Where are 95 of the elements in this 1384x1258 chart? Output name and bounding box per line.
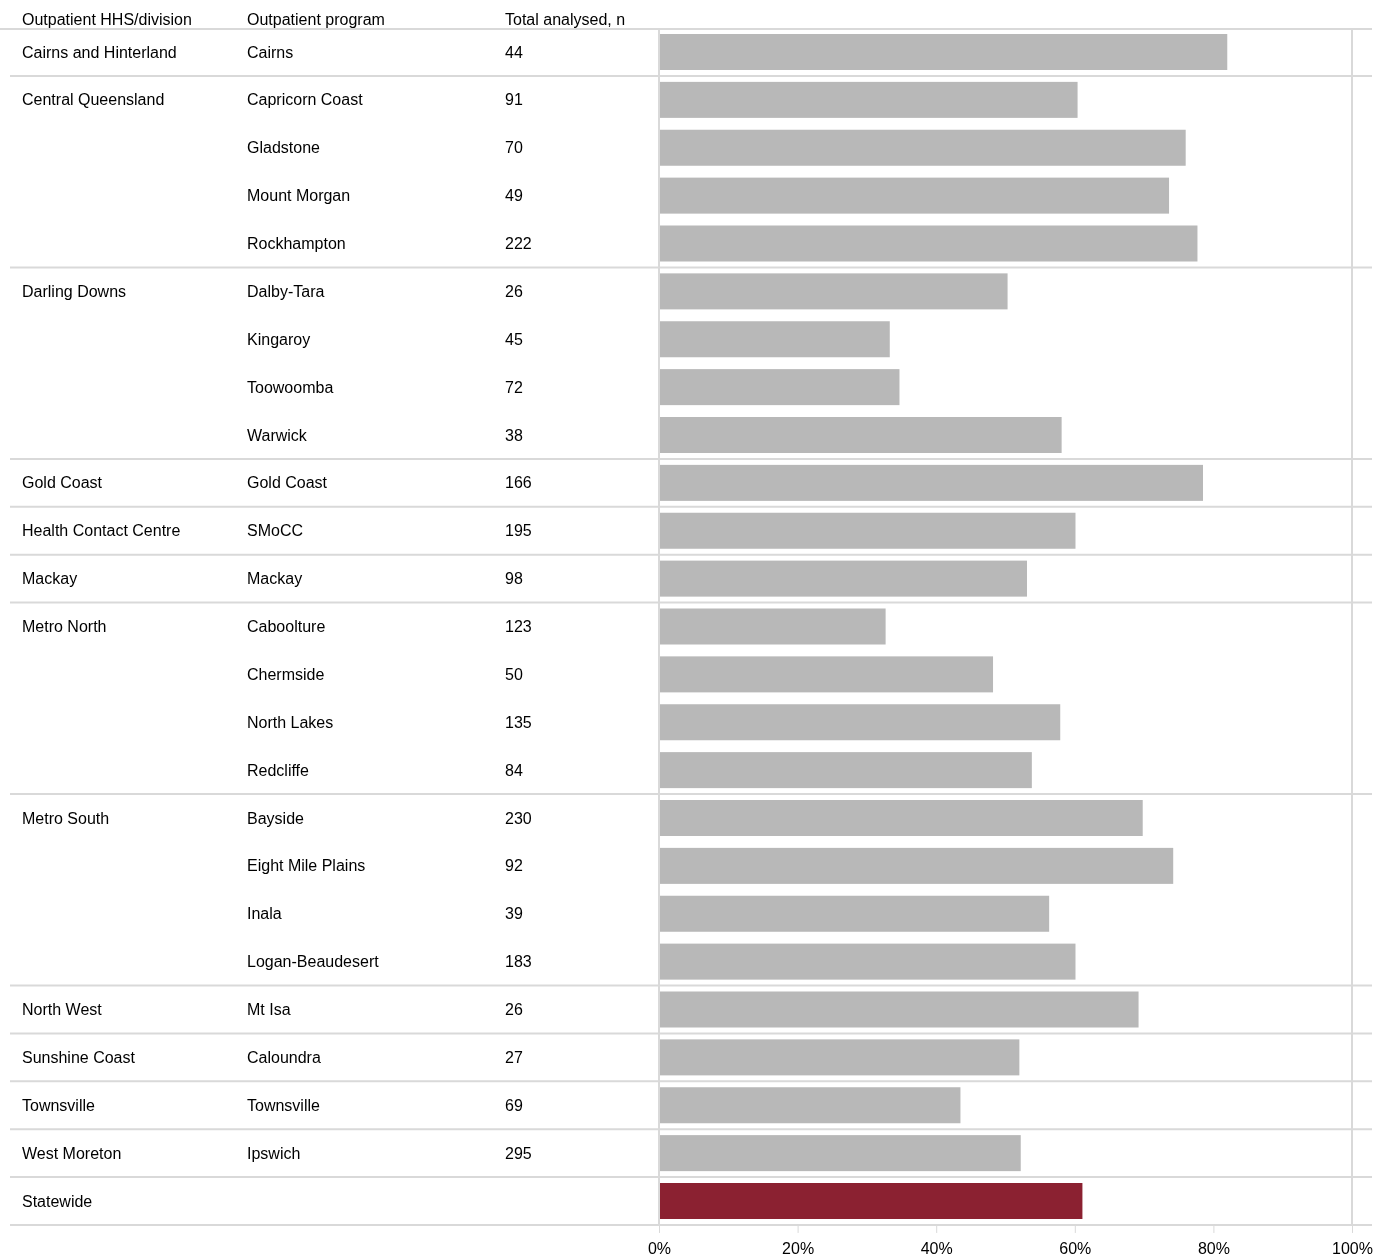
- bar: [659, 656, 994, 693]
- bar: [659, 129, 1186, 166]
- category-label: Townsville: [22, 1096, 95, 1114]
- bar: [659, 1039, 1020, 1076]
- x-tick-label: 20%: [782, 1239, 815, 1257]
- bar: [659, 560, 1027, 597]
- data-label: 72: [505, 378, 523, 396]
- category-label: Toowoomba: [247, 378, 334, 396]
- category-label: Townsville: [247, 1096, 321, 1114]
- bar: [659, 369, 900, 406]
- bar: [659, 991, 1139, 1028]
- category-label: Mackay: [22, 570, 78, 588]
- category-label: Ipswich: [247, 1144, 301, 1162]
- category-label: Dalby-Tara: [247, 282, 325, 300]
- category-label: Metro North: [22, 618, 107, 636]
- x-tick-label: 80%: [1197, 1239, 1230, 1257]
- data-label: 27: [505, 1048, 523, 1066]
- bar: [659, 752, 1032, 789]
- data-label: 38: [505, 426, 523, 444]
- category-label: Eight Mile Plains: [247, 857, 366, 875]
- data-label: 49: [505, 187, 523, 205]
- data-label: 183: [505, 953, 532, 971]
- data-label: 26: [505, 282, 523, 300]
- category-label: Sunshine Coast: [22, 1048, 135, 1066]
- data-label: 195: [505, 522, 532, 540]
- text: Total analysed, n: [505, 10, 626, 28]
- data-label: 135: [505, 713, 532, 731]
- bar: [659, 273, 1008, 310]
- data-label: 92: [505, 857, 523, 875]
- bar: [659, 177, 1170, 214]
- data-label: 91: [505, 91, 523, 109]
- category-label: Chermside: [247, 665, 325, 683]
- category-label: Metro South: [22, 809, 110, 827]
- category-label: Darling Downs: [22, 282, 127, 300]
- category-label: Logan-Beaudesert: [247, 953, 380, 971]
- x-tick-label: 40%: [920, 1239, 953, 1257]
- category-label: Gold Coast: [247, 474, 328, 492]
- bar: [659, 512, 1076, 549]
- data-label: 230: [505, 809, 532, 827]
- data-label: 222: [505, 235, 532, 253]
- x-tick-label: 100%: [1332, 1239, 1373, 1257]
- data-label: 50: [505, 665, 523, 683]
- data-label: 45: [505, 330, 523, 348]
- data-label: 166: [505, 474, 532, 492]
- bar: [659, 81, 1078, 118]
- category-label: SMoCC: [247, 522, 304, 540]
- bar: [659, 1087, 961, 1124]
- x-tick-label: 60%: [1059, 1239, 1092, 1257]
- category-label: Gladstone: [247, 139, 321, 157]
- category-label: Capricorn Coast: [247, 91, 364, 109]
- data-label: 295: [505, 1144, 532, 1162]
- bar: [659, 417, 1062, 453]
- category-label: Gold Coast: [22, 474, 103, 492]
- category-label: Caloundra: [247, 1048, 321, 1066]
- category-label: Mount Morgan: [247, 187, 351, 205]
- category-label: Inala: [247, 905, 282, 923]
- category-label: Caboolture: [247, 618, 326, 636]
- bar: [659, 464, 1204, 501]
- bar: [659, 34, 1228, 70]
- x-tick-label: 0%: [647, 1239, 672, 1257]
- data-label: 70: [505, 139, 523, 157]
- bar: [659, 704, 1061, 741]
- bar: [659, 895, 1050, 932]
- text: Outpatient HHS/division: [22, 10, 192, 28]
- data-label: 44: [505, 43, 523, 61]
- category-label: Mt Isa: [247, 1001, 291, 1019]
- category-label: Cairns and Hinterland: [22, 43, 177, 61]
- category-label: Rockhampton: [247, 235, 346, 253]
- category-label: Kingaroy: [247, 330, 311, 348]
- data-label: 69: [505, 1096, 523, 1114]
- category-label: Warwick: [247, 426, 308, 444]
- category-label: Statewide: [22, 1192, 93, 1210]
- bar: [659, 800, 1143, 836]
- bar: [659, 847, 1174, 884]
- category-label: North West: [22, 1001, 102, 1019]
- data-label: 84: [505, 761, 523, 779]
- category-label: Health Contact Centre: [22, 522, 181, 540]
- category-label: Cairns: [247, 43, 294, 61]
- category-label: Mackay: [247, 570, 303, 588]
- bar: [659, 1183, 1083, 1219]
- category-label: Bayside: [247, 809, 305, 827]
- category-label: West Moreton: [22, 1144, 122, 1162]
- bar: [659, 1135, 1021, 1172]
- bar: [659, 608, 886, 645]
- text: Outpatient program: [247, 10, 385, 28]
- category-label: Redcliffe: [247, 761, 310, 779]
- data-label: 39: [505, 905, 523, 923]
- bar: [659, 943, 1076, 980]
- bar: [659, 321, 890, 358]
- category-label: North Lakes: [247, 713, 334, 731]
- data-label: 26: [505, 1001, 523, 1019]
- data-label: 98: [505, 570, 523, 588]
- bar: [659, 225, 1198, 262]
- data-label: 123: [505, 618, 532, 636]
- category-label: Central Queensland: [22, 91, 165, 109]
